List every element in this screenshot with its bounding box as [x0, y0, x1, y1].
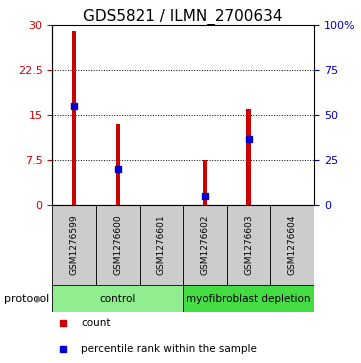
Bar [270, 205, 314, 285]
Bar [203, 160, 207, 205]
Bar [183, 285, 314, 311]
Title: GDS5821 / ILMN_2700634: GDS5821 / ILMN_2700634 [83, 9, 283, 25]
Bar [247, 109, 251, 205]
Bar [140, 205, 183, 285]
Bar [72, 31, 76, 205]
Text: GSM1276601: GSM1276601 [157, 215, 166, 276]
Text: percentile rank within the sample: percentile rank within the sample [81, 344, 257, 354]
Text: myofibroblast depletion: myofibroblast depletion [186, 294, 311, 303]
Bar [96, 205, 140, 285]
Text: ▶: ▶ [36, 294, 44, 303]
Bar [227, 205, 270, 285]
Text: count: count [81, 318, 110, 327]
Text: GSM1276599: GSM1276599 [70, 215, 79, 276]
Text: GSM1276600: GSM1276600 [113, 215, 122, 276]
Text: protocol: protocol [4, 294, 49, 303]
Bar [116, 124, 120, 205]
Bar [52, 285, 183, 311]
Text: control: control [100, 294, 136, 303]
Text: GSM1276602: GSM1276602 [200, 215, 209, 275]
Bar [183, 205, 227, 285]
Text: GSM1276604: GSM1276604 [288, 215, 297, 275]
Text: GSM1276603: GSM1276603 [244, 215, 253, 276]
Bar [52, 205, 96, 285]
